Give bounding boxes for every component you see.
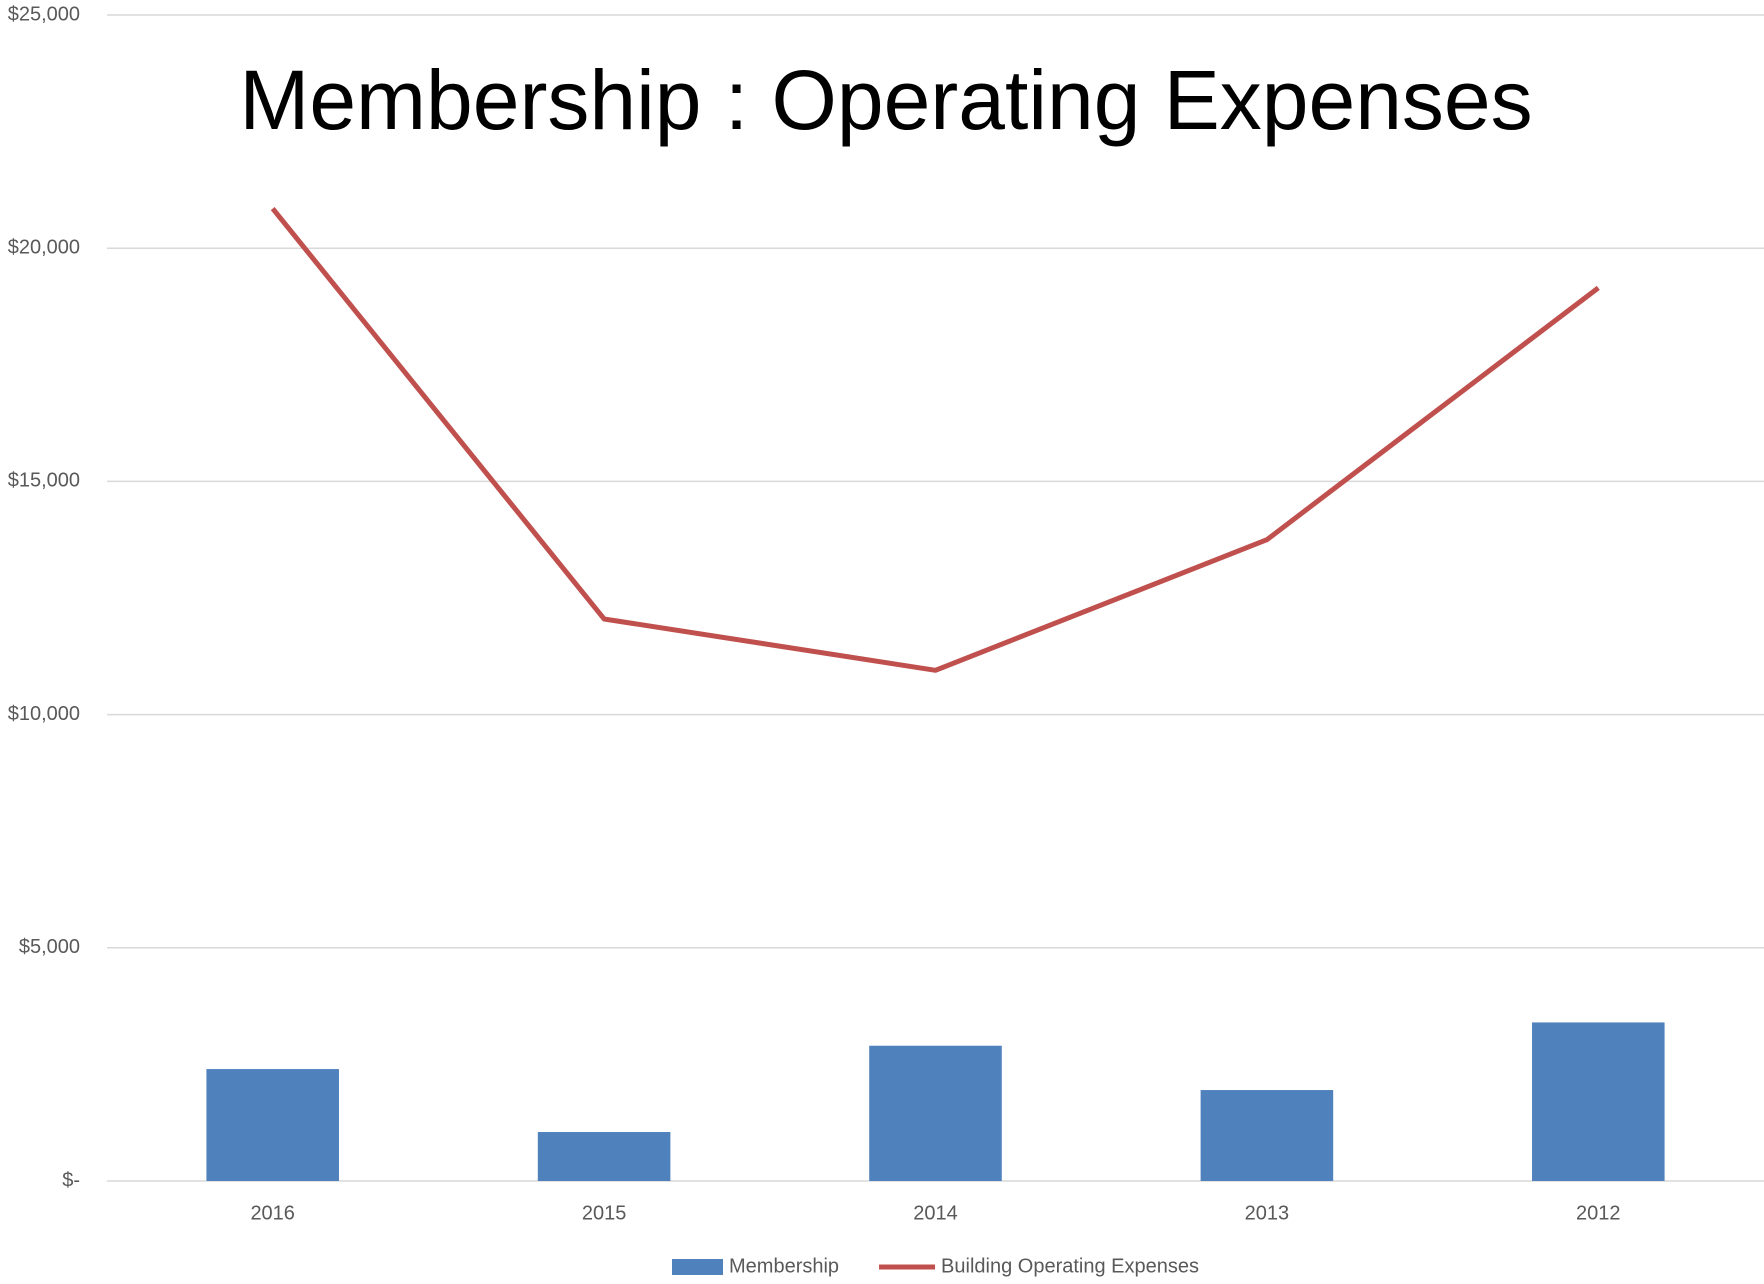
bar (869, 1045, 1002, 1181)
bar (537, 1132, 671, 1181)
y-tick-label: $25,000 (8, 3, 80, 25)
x-tick-label: 2013 (1245, 1202, 1290, 1224)
bar (1532, 1022, 1665, 1181)
bar (206, 1069, 339, 1181)
y-tick-label: $10,000 (8, 703, 80, 725)
x-tick-label: 2014 (913, 1202, 958, 1224)
y-tick-label: $20,000 (8, 236, 80, 258)
legend-label: Membership (729, 1255, 839, 1277)
legend-label: Building Operating Expenses (941, 1255, 1199, 1277)
bar (1200, 1090, 1334, 1181)
line (270, 206, 1600, 673)
x-tick-label: 2015 (582, 1202, 627, 1224)
chart-title: Membership : Operating Expenses (239, 53, 1532, 147)
y-tick-label: $- (62, 1169, 80, 1191)
legend-swatch (672, 1259, 723, 1275)
x-tick-label: 2016 (250, 1202, 295, 1224)
y-tick-label: $5,000 (19, 936, 80, 958)
x-tick-label: 2012 (1576, 1202, 1621, 1224)
y-tick-label: $15,000 (8, 470, 80, 492)
